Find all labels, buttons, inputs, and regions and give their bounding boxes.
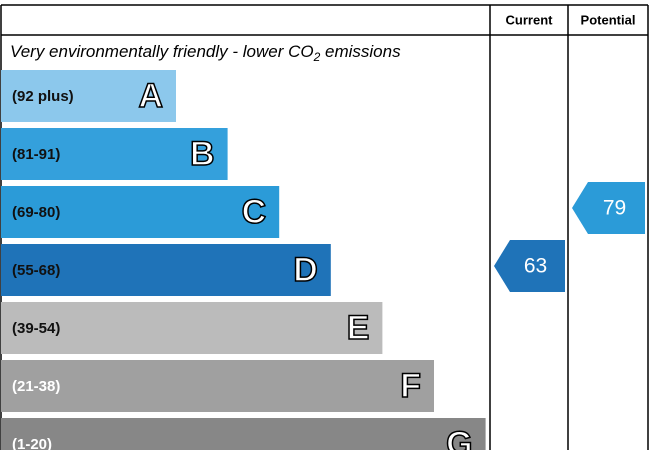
band-range: (39-54) (12, 320, 60, 337)
potential-arrow (572, 182, 645, 234)
band-bar (1, 128, 228, 180)
band-letter: B (190, 135, 215, 173)
current-arrow (494, 240, 565, 292)
subtitle: Very environmentally friendly - lower CO… (10, 42, 401, 64)
band-letter: E (347, 309, 370, 347)
band-range: (55-68) (12, 262, 60, 279)
band-letter: F (400, 367, 421, 405)
band-range: (92 plus) (12, 88, 74, 105)
band-letter: G (446, 425, 472, 450)
subtitle-text: emissions (320, 42, 401, 61)
potential-value: 79 (603, 197, 626, 220)
band-letter: A (138, 77, 163, 115)
band-range: (69-80) (12, 204, 60, 221)
band-bar (1, 186, 280, 238)
band-bar (1, 302, 383, 354)
current-header: Current (506, 12, 554, 27)
band-range: (1-20) (12, 436, 52, 450)
band-range: (21-38) (12, 378, 60, 395)
band-bar (1, 244, 331, 296)
band-bar (1, 360, 434, 412)
band-letter: C (242, 193, 267, 231)
band-bar (1, 418, 486, 450)
band-letter: D (293, 251, 318, 289)
current-value: 63 (524, 255, 547, 278)
band-bar (1, 70, 176, 122)
band-range: (81-91) (12, 146, 60, 163)
potential-header: Potential (581, 12, 636, 27)
subtitle-text: Very environmentally friendly - lower CO (10, 42, 314, 61)
subtitle-subscript: 2 (313, 50, 321, 64)
